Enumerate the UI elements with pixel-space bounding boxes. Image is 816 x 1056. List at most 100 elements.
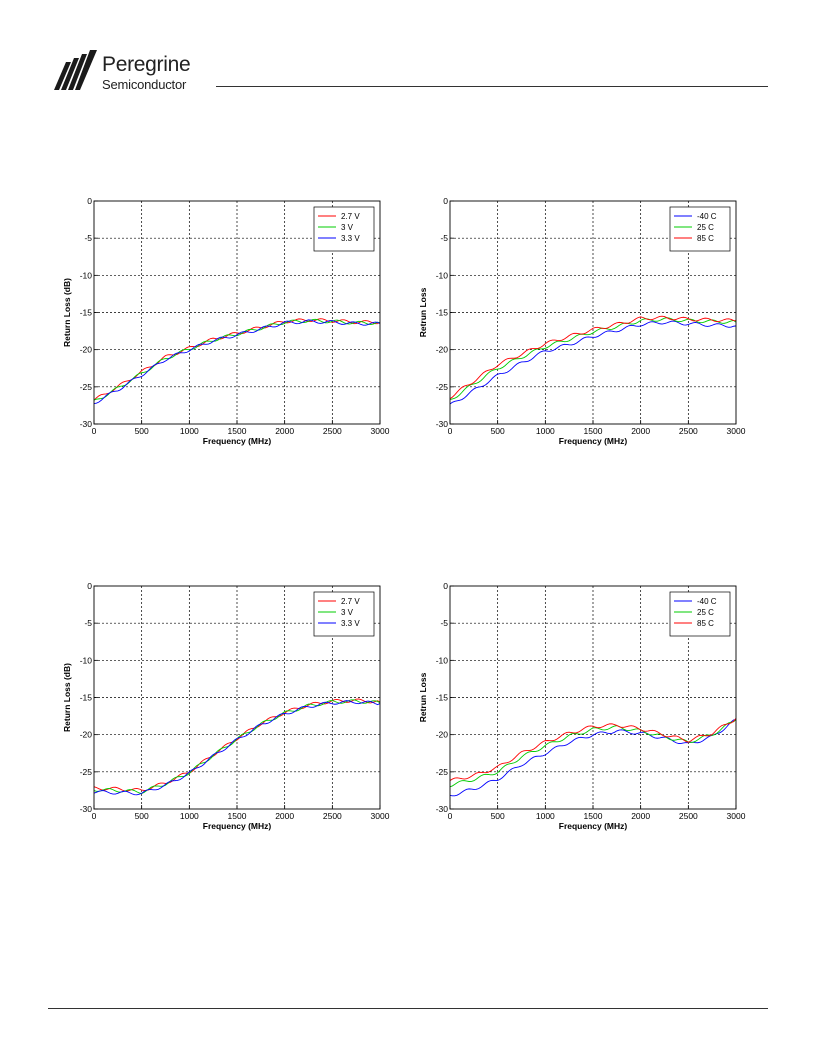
x-tick-label: 2000 bbox=[275, 426, 294, 436]
y-tick-label: 0 bbox=[443, 581, 448, 591]
y-tick-label: -20 bbox=[436, 730, 449, 740]
y-tick-label: -30 bbox=[80, 419, 93, 429]
legend: -40 C 25 C 85 C bbox=[669, 591, 731, 637]
legend-label-3: 85 C bbox=[697, 234, 714, 243]
x-tick-label: 3000 bbox=[371, 811, 390, 821]
x-tick-label: 0 bbox=[92, 426, 97, 436]
y-tick-label: -15 bbox=[436, 693, 449, 703]
x-tick-label: 2000 bbox=[631, 426, 650, 436]
x-tick-label: 1500 bbox=[228, 426, 247, 436]
legend-label-2: 3 V bbox=[341, 608, 354, 617]
x-tick-label: 3000 bbox=[727, 811, 746, 821]
legend-label-3: 3.3 V bbox=[341, 234, 360, 243]
x-tick-label: 3000 bbox=[727, 426, 746, 436]
x-tick-label: 1000 bbox=[536, 811, 555, 821]
chart-svg: 0 500 1000 1500 2000 2500 3000 0 -5 -10 -15 -20 -25 -… bbox=[418, 196, 746, 446]
y-tick-label: -10 bbox=[436, 270, 449, 280]
legend-box bbox=[669, 591, 731, 637]
x-tick-label: 1500 bbox=[584, 426, 603, 436]
legend-box bbox=[313, 591, 375, 637]
y-tick-label: -15 bbox=[436, 308, 449, 318]
y-tick-label: -20 bbox=[80, 730, 93, 740]
y-tick-label: -20 bbox=[80, 345, 93, 355]
legend-label-2: 3 V bbox=[341, 223, 354, 232]
series-line-3 bbox=[449, 315, 737, 400]
x-tick-label: 0 bbox=[92, 811, 97, 821]
company-logo: Peregrine Semiconductor bbox=[52, 48, 202, 96]
y-tick-label: -25 bbox=[436, 382, 449, 392]
y-tick-label: -25 bbox=[436, 767, 449, 777]
legend-label-3: 3.3 V bbox=[341, 619, 360, 628]
y-tick-label: -5 bbox=[440, 233, 448, 243]
x-tick-label: 500 bbox=[135, 426, 149, 436]
x-tick-label: 1500 bbox=[584, 811, 603, 821]
x-tick-label: 2000 bbox=[631, 811, 650, 821]
y-tick-label: -5 bbox=[440, 618, 448, 628]
brand-subtitle: Semiconductor bbox=[102, 77, 187, 92]
y-tick-label: -25 bbox=[80, 382, 93, 392]
legend-label-1: -40 C bbox=[697, 212, 717, 221]
x-tick-label: 1000 bbox=[180, 426, 199, 436]
y-tick-label: -15 bbox=[80, 693, 93, 703]
series-line-1 bbox=[449, 719, 737, 797]
series-line-3 bbox=[93, 700, 381, 796]
chart-svg: 0 500 1000 1500 2000 2500 3000 0 -5 -10 -15 -20 -25 -… bbox=[62, 581, 390, 831]
x-axis-label: Frequency (MHz) bbox=[559, 821, 628, 831]
chart-return-loss-voltage-1: 0 500 1000 1500 2000 2500 3000 0 -5 -10 -15 -20 -25 -… bbox=[58, 190, 398, 455]
x-tick-label: 2000 bbox=[275, 811, 294, 821]
chart-return-loss-temperature-1: 0 500 1000 1500 2000 2500 3000 0 -5 -10 -15 -20 -25 -… bbox=[414, 190, 754, 455]
series-line-2 bbox=[93, 318, 381, 401]
legend: 2.7 V 3 V 3.3 V bbox=[313, 591, 375, 637]
y-tick-label: -10 bbox=[436, 655, 449, 665]
legend-label-1: 2.7 V bbox=[341, 212, 360, 221]
series-line-1 bbox=[449, 320, 737, 405]
y-tick-label: -20 bbox=[436, 345, 449, 355]
y-axis-label: Return Loss (dB) bbox=[62, 278, 72, 347]
x-axis-label: Frequency (MHz) bbox=[559, 436, 628, 446]
footer-divider bbox=[48, 1008, 768, 1009]
legend: -40 C 25 C 85 C bbox=[669, 206, 731, 252]
x-tick-label: 1000 bbox=[180, 811, 199, 821]
y-tick-label: -15 bbox=[80, 308, 93, 318]
y-tick-label: 0 bbox=[87, 196, 92, 206]
chart-svg: 0 500 1000 1500 2000 2500 3000 0 -5 -10 -15 -20 -25 -… bbox=[62, 196, 390, 446]
legend-box bbox=[313, 206, 375, 252]
y-tick-label: 0 bbox=[87, 581, 92, 591]
legend: 2.7 V 3 V 3.3 V bbox=[313, 206, 375, 252]
x-tick-label: 1500 bbox=[228, 811, 247, 821]
y-tick-label: -5 bbox=[84, 233, 92, 243]
y-axis-label: Return Loss (dB) bbox=[62, 663, 72, 732]
brand-name: Peregrine bbox=[102, 53, 191, 76]
series-line-3 bbox=[449, 718, 737, 781]
legend-label-2: 25 C bbox=[697, 223, 714, 232]
y-tick-label: -10 bbox=[80, 270, 93, 280]
legend-label-2: 25 C bbox=[697, 608, 714, 617]
y-tick-label: -25 bbox=[80, 767, 93, 777]
legend-label-1: -40 C bbox=[697, 597, 717, 606]
x-tick-label: 1000 bbox=[536, 426, 555, 436]
chart-return-loss-temperature-2: 0 500 1000 1500 2000 2500 3000 0 -5 -10 -15 -20 -25 -… bbox=[414, 575, 754, 840]
x-axis-label: Frequency (MHz) bbox=[203, 436, 272, 446]
y-tick-label: 0 bbox=[443, 196, 448, 206]
header-divider bbox=[216, 86, 768, 87]
x-tick-label: 2500 bbox=[679, 811, 698, 821]
peregrine-wing-icon bbox=[54, 50, 97, 90]
legend-box bbox=[669, 206, 731, 252]
x-tick-label: 500 bbox=[491, 811, 505, 821]
chart-return-loss-voltage-2: 0 500 1000 1500 2000 2500 3000 0 -5 -10 -15 -20 -25 -… bbox=[58, 575, 398, 840]
x-tick-label: 500 bbox=[135, 811, 149, 821]
y-axis-label: Retrun Loss bbox=[418, 287, 428, 337]
series-line-3 bbox=[93, 319, 381, 405]
legend-label-1: 2.7 V bbox=[341, 597, 360, 606]
y-tick-label: -30 bbox=[436, 804, 449, 814]
y-tick-label: -30 bbox=[80, 804, 93, 814]
y-tick-label: -5 bbox=[84, 618, 92, 628]
y-tick-label: -10 bbox=[80, 655, 93, 665]
chart-svg: 0 500 1000 1500 2000 2500 3000 0 -5 -10 -15 -20 -25 -… bbox=[418, 581, 746, 831]
x-tick-label: 0 bbox=[448, 426, 453, 436]
y-tick-label: -30 bbox=[436, 419, 449, 429]
x-tick-label: 500 bbox=[491, 426, 505, 436]
y-axis-label: Retrun Loss bbox=[418, 672, 428, 722]
x-tick-label: 0 bbox=[448, 811, 453, 821]
series-line-1 bbox=[93, 318, 381, 401]
